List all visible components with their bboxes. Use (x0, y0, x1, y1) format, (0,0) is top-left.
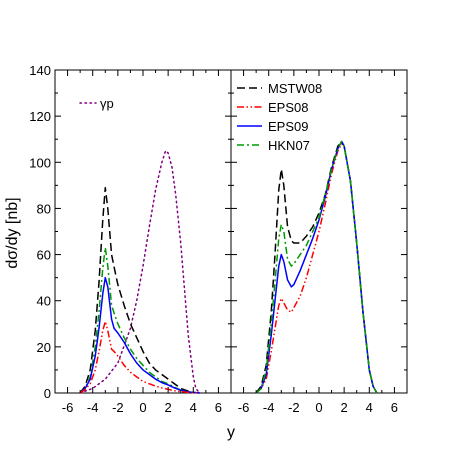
legend-label-mstw08: MSTW08 (268, 81, 322, 96)
right-axis-ticks: -6 -4 -2 0 2 4 6 (230, 69, 408, 415)
series-line-eps08 (79, 320, 200, 394)
series-line-hkn07 (255, 140, 378, 394)
y-tick-label: 60 (37, 248, 51, 263)
x-tick-label: -4 (263, 400, 275, 415)
legend-label-eps08: EPS08 (268, 100, 308, 115)
y-tick-label: 0 (44, 386, 51, 401)
x-tick-label: 2 (341, 400, 348, 415)
x-tick-label: -2 (112, 400, 124, 415)
right-panel: -6 -4 -2 0 2 4 6 MSTW08 EPS08 EPS09 HKN07 (230, 69, 408, 415)
legend-label-hkn07: HKN07 (268, 138, 310, 153)
series-line-mstw08 (79, 186, 200, 394)
series-line-hkn07 (79, 246, 200, 394)
right-legend: MSTW08 EPS08 EPS09 HKN07 (237, 81, 322, 153)
series-line-p (79, 150, 201, 394)
y-tick-label: 100 (29, 155, 51, 170)
x-tick-label: 2 (165, 400, 172, 415)
y-tick-label: 140 (29, 63, 51, 78)
y-tick-label: 120 (29, 109, 51, 124)
y-tick-label: 80 (37, 201, 51, 216)
x-tick-label: 0 (139, 400, 146, 415)
x-tick-label: 6 (391, 400, 398, 415)
x-tick-label: 0 (315, 400, 322, 415)
x-axis-title: y (227, 424, 235, 441)
left-legend: γp (79, 96, 114, 111)
x-tick-label: 4 (366, 400, 373, 415)
series-line-eps09 (255, 140, 378, 394)
x-tick-label: -6 (238, 400, 250, 415)
legend-label-p: γp (100, 96, 114, 111)
x-tick-label: 4 (190, 400, 197, 415)
series-line-eps08 (255, 143, 378, 394)
left-plot-frame (54, 69, 232, 394)
x-tick-label: -4 (87, 400, 99, 415)
x-tick-label: -6 (62, 400, 74, 415)
legend-label-eps09: EPS09 (268, 119, 308, 134)
left-curves (79, 150, 201, 394)
y-tick-label: 40 (37, 294, 51, 309)
x-tick-label: 6 (215, 400, 222, 415)
series-line-eps09 (79, 276, 200, 394)
x-tick-label: -2 (288, 400, 300, 415)
y-axis-title: dσ/dy [nb] (4, 197, 21, 268)
y-tick-label: 20 (37, 340, 51, 355)
right-curves (255, 140, 378, 394)
series-line-mstw08 (255, 140, 378, 394)
